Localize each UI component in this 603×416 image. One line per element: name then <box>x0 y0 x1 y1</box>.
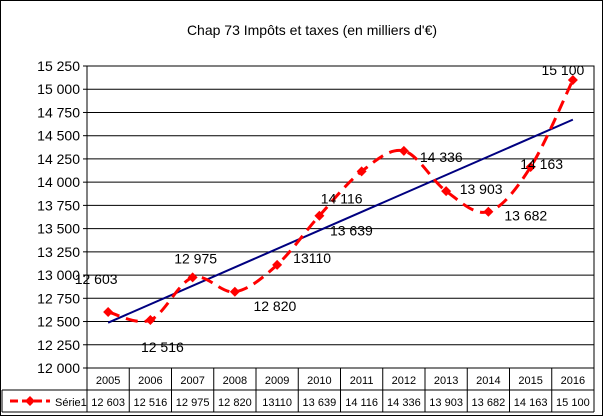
table-cell: 13 903 <box>429 397 463 409</box>
data-point <box>103 306 114 317</box>
gridlines <box>87 65 594 369</box>
data-point <box>187 272 198 283</box>
data-labels: 12 603 12 516 12 975 12 820 13110 13 639 14 11… <box>75 62 585 355</box>
data-label: 13 903 <box>460 181 503 197</box>
data-label: 12 516 <box>141 339 184 355</box>
y-axis: 12 000 12 250 12 500 12 750 13 000 13 250 13 5… <box>37 58 87 376</box>
table-cell: 14 336 <box>387 397 421 409</box>
x-tick-label: 2014 <box>476 375 500 387</box>
y-tick-label: 12 250 <box>37 337 80 353</box>
table-cell: 12 820 <box>218 397 252 409</box>
y-tick-label: 15 000 <box>37 81 80 97</box>
table-cell: 12 603 <box>91 397 125 409</box>
data-label: 14 336 <box>420 149 463 165</box>
x-tick-label: 2012 <box>392 375 416 387</box>
table-cell: 12 975 <box>176 397 210 409</box>
table-cell: 14 163 <box>514 397 548 409</box>
data-label: 14 163 <box>520 156 563 172</box>
y-tick-label: 14 000 <box>37 174 80 190</box>
y-tick-label: 12 500 <box>37 314 80 330</box>
data-label: 12 820 <box>253 298 296 314</box>
data-table: 2005 12 603 2006 12 516 2007 12 975 2008 12 820… <box>1 368 595 413</box>
data-point <box>441 186 452 197</box>
data-label: 13 639 <box>330 223 373 239</box>
data-point <box>525 162 536 173</box>
data-point <box>483 206 494 217</box>
x-tick-label: 2009 <box>265 375 289 387</box>
data-label: 15 100 <box>541 62 584 78</box>
data-point <box>567 74 578 85</box>
x-tick-label: 2016 <box>561 375 585 387</box>
table-cell: 13 682 <box>472 397 506 409</box>
y-tick-label: 12 750 <box>37 290 80 306</box>
data-label: 13110 <box>293 250 331 266</box>
x-tick-label: 2010 <box>307 375 331 387</box>
y-tick-label: 14 250 <box>37 151 80 167</box>
x-tick-label: 2005 <box>96 375 120 387</box>
data-label: 12 603 <box>75 271 118 287</box>
table-cell: 15 100 <box>556 397 590 409</box>
data-point <box>356 166 367 177</box>
data-point <box>229 286 240 297</box>
y-tick-label: 13 250 <box>37 244 80 260</box>
series-line <box>107 79 575 323</box>
y-tick-label: 13 500 <box>37 221 80 237</box>
data-point <box>272 259 283 270</box>
table-cell: 13110 <box>262 397 292 409</box>
y-tick-label: 13 000 <box>37 267 80 283</box>
data-label: 14 116 <box>321 190 363 206</box>
trendline <box>107 118 574 324</box>
y-tick-label: 14 750 <box>37 104 80 120</box>
legend-marker <box>25 396 35 406</box>
data-point <box>145 315 156 326</box>
series-markers <box>103 74 578 326</box>
series-line-path <box>107 79 575 323</box>
chart-title: Chap 73 Impôts et taxes (en milliers d'€… <box>187 22 437 38</box>
y-tick-label: 13 750 <box>37 197 80 213</box>
trendline-line <box>107 118 574 324</box>
y-tick-label: 15 250 <box>37 58 80 74</box>
data-label: 12 975 <box>174 250 217 266</box>
y-tick-label: 14 500 <box>37 128 80 144</box>
data-point <box>314 210 325 221</box>
data-label: 13 682 <box>504 208 547 224</box>
table-cell: 14 116 <box>345 397 378 409</box>
legend-label: Série1 <box>55 397 87 409</box>
x-tick-label: 2013 <box>434 375 458 387</box>
table-cell: 12 516 <box>134 397 168 409</box>
y-tick-label: 12 000 <box>37 360 80 376</box>
x-tick-label: 2008 <box>223 375 247 387</box>
x-tick-label: 2011 <box>350 375 374 387</box>
table-cell: 13 639 <box>303 397 337 409</box>
x-tick-label: 2007 <box>180 375 204 387</box>
x-tick-label: 2015 <box>518 375 542 387</box>
x-tick-label: 2006 <box>138 375 162 387</box>
data-point <box>398 145 409 156</box>
